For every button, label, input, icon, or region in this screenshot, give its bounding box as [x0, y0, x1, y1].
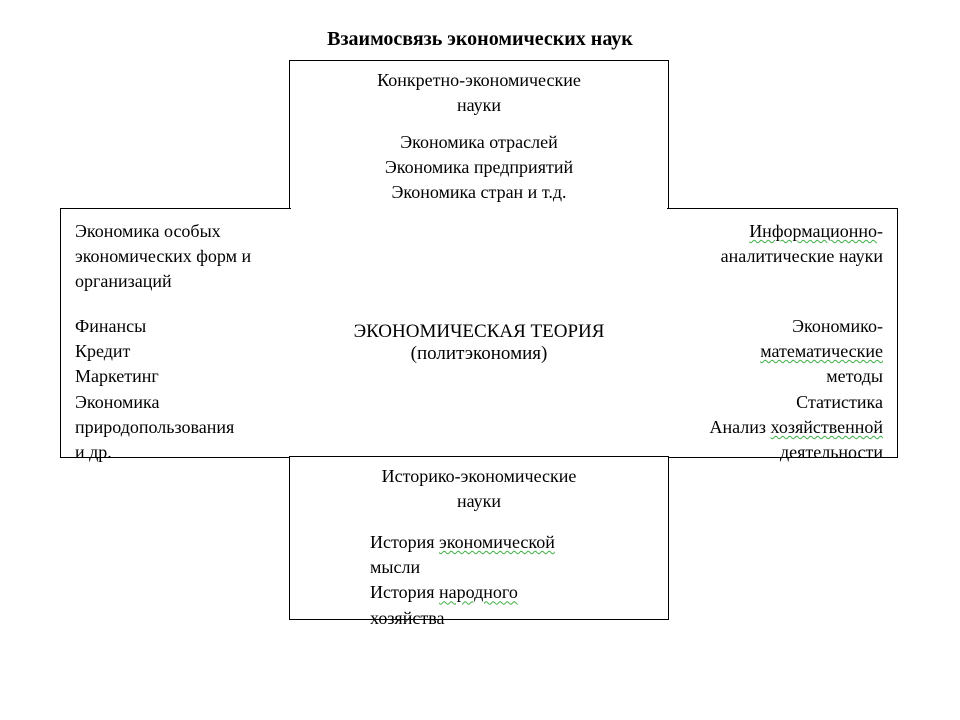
- bottom-header-box: Историко-экономические науки: [289, 456, 669, 522]
- right-items-text: Экономико- математические методы Статист…: [677, 314, 883, 465]
- top-items-text: Экономика отраслей Экономика предприятий…: [385, 130, 573, 206]
- left-items-box: Финансы Кредит Маркетинг Экономика приро…: [60, 306, 291, 458]
- center-core-line1: ЭКОНОМИЧЕСКАЯ ТЕОРИЯ: [290, 321, 668, 343]
- left-header-box: Экономика особых экономических форм и ор…: [60, 208, 291, 308]
- bottom-items-box: История экономической мысли История наро…: [289, 520, 669, 620]
- center-core-line2: (политэкономия): [290, 343, 668, 365]
- diagram-title: Взаимосвязь экономических наук: [0, 28, 960, 51]
- bottom-items-text: История экономической мысли История наро…: [370, 530, 628, 631]
- right-header-text: Информационно- аналитические науки: [677, 219, 883, 269]
- top-header-box: Конкретно-экономические науки: [289, 60, 669, 126]
- right-items-box: Экономико- математические методы Статист…: [667, 306, 898, 458]
- left-items-text: Финансы Кредит Маркетинг Экономика приро…: [75, 314, 281, 465]
- left-header-text: Экономика особых экономических форм и ор…: [75, 219, 281, 295]
- bottom-header-text: Историко-экономические науки: [382, 464, 577, 514]
- right-header-box: Информационно- аналитические науки: [667, 208, 898, 308]
- top-items-box: Экономика отраслей Экономика предприятий…: [289, 124, 669, 210]
- center-core-box: ЭКОНОМИЧЕСКАЯ ТЕОРИЯ (политэкономия): [289, 208, 669, 458]
- top-header-text: Конкретно-экономические науки: [377, 68, 581, 118]
